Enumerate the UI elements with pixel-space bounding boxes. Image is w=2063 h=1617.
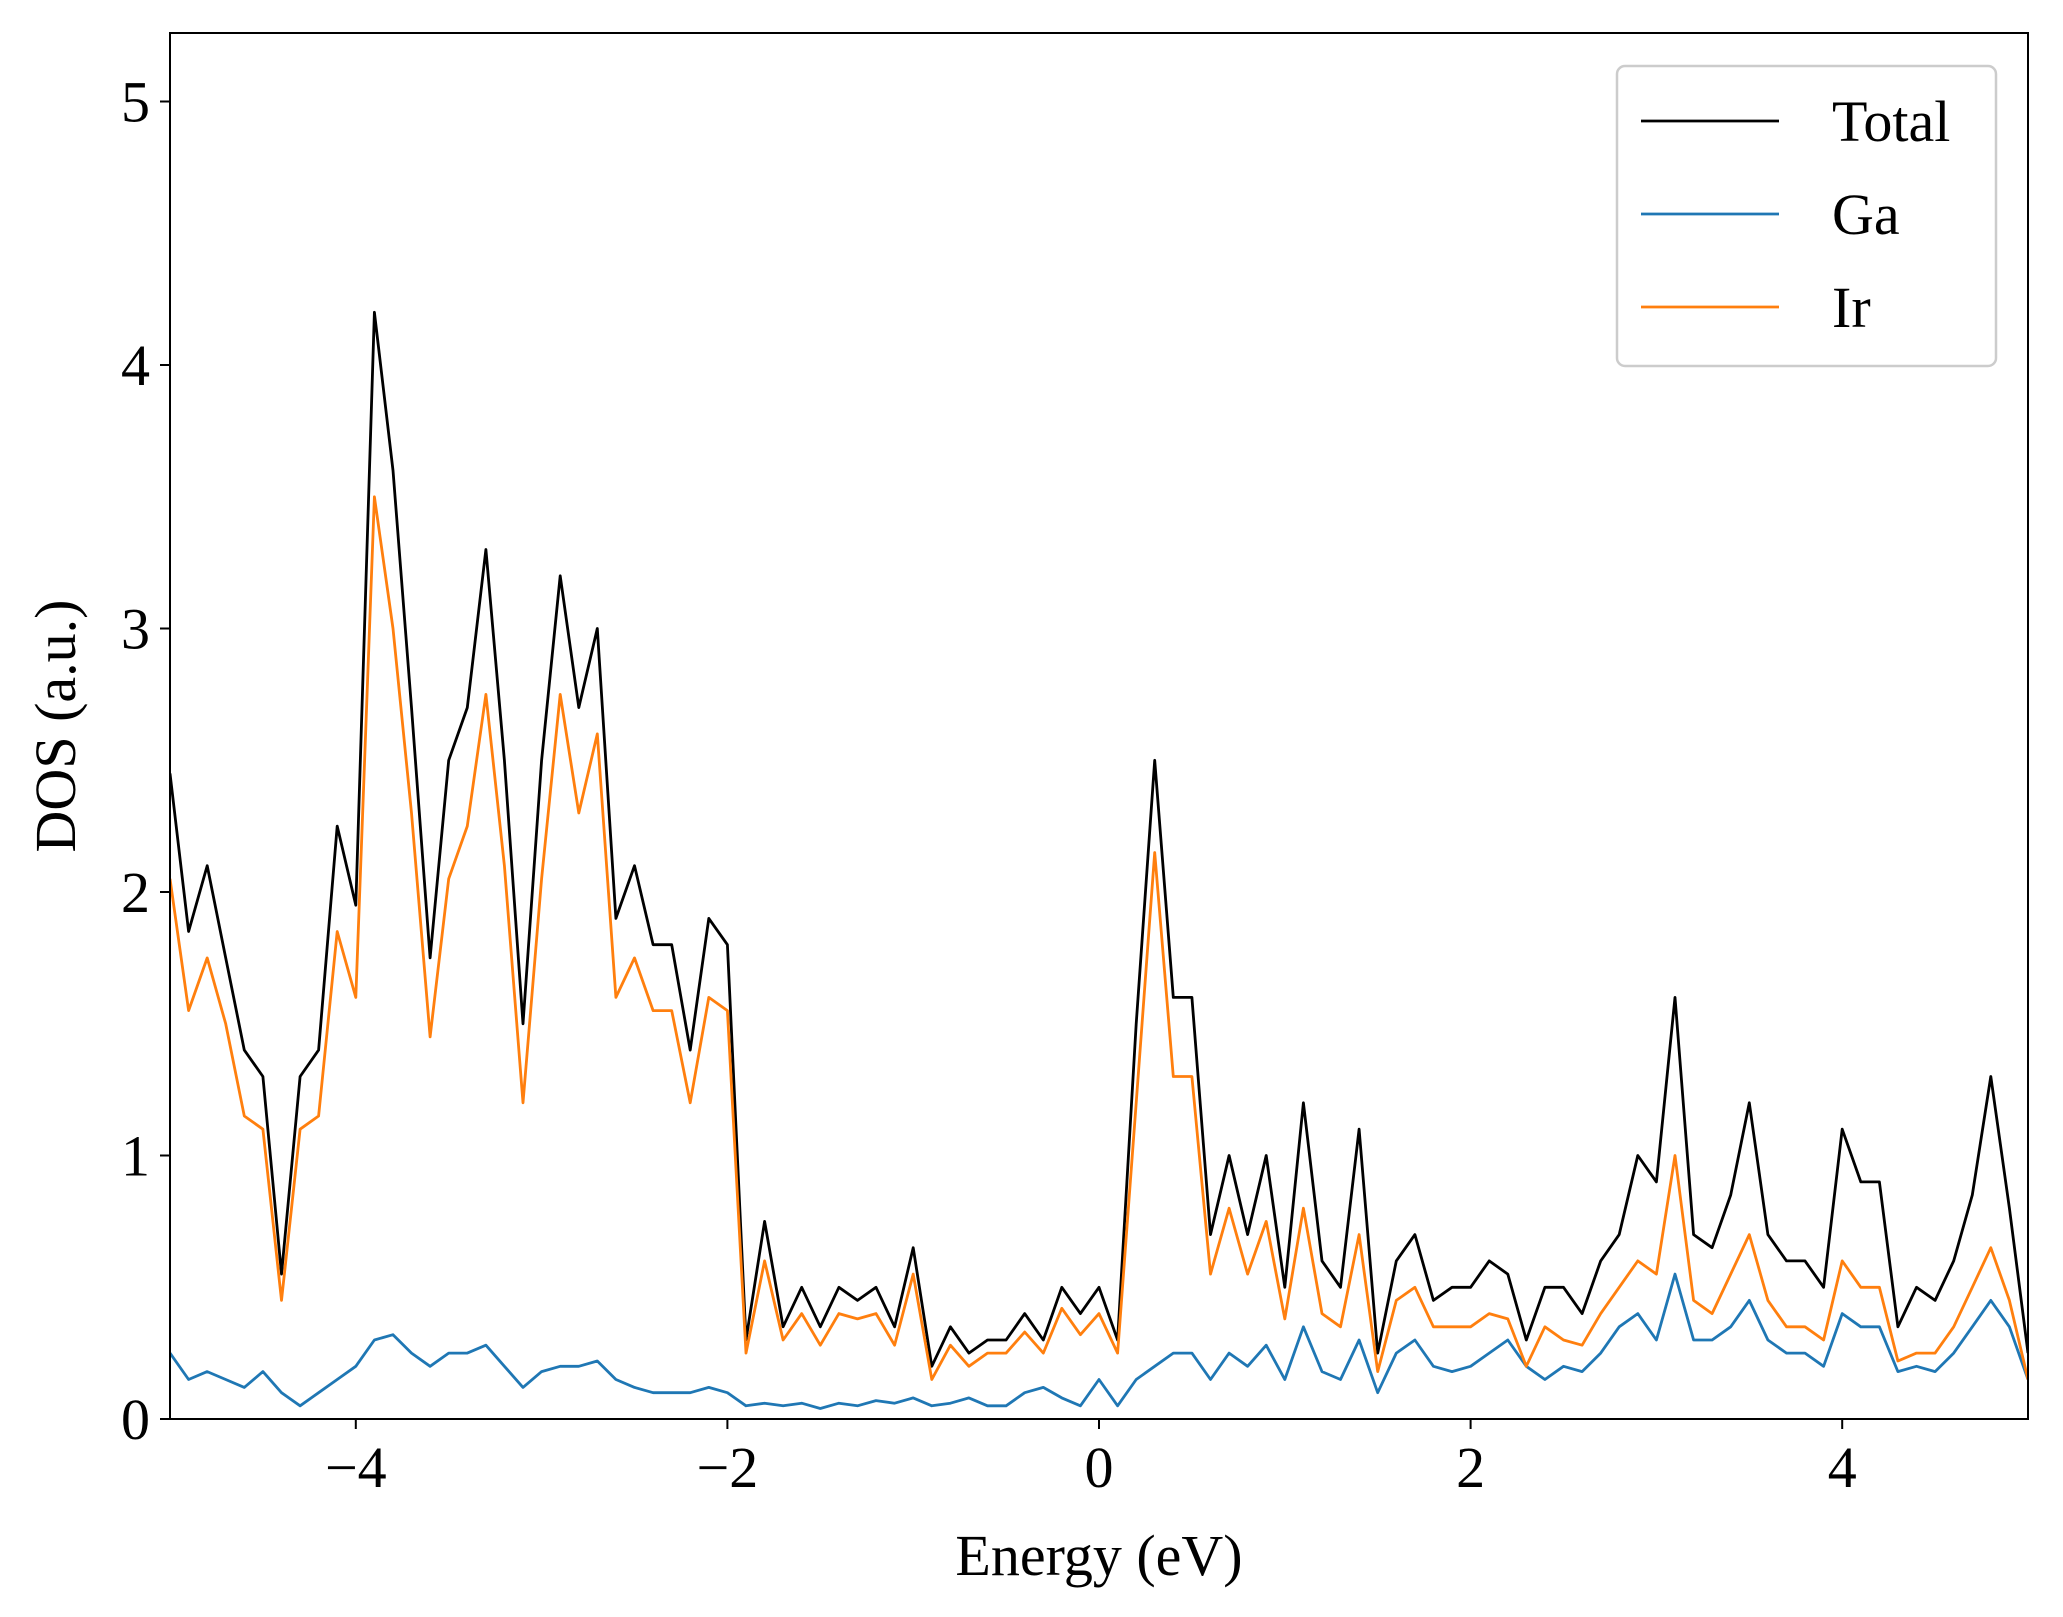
legend-label: Ga	[1832, 182, 1900, 247]
y-axis-label: DOS (a.u.)	[23, 600, 88, 853]
x-tick-label: 0	[1085, 1435, 1114, 1500]
plot-frame	[169, 32, 2029, 1420]
legend-label: Total	[1832, 89, 1950, 154]
x-tick-label: −4	[325, 1435, 387, 1500]
series-line	[170, 310, 2028, 1368]
legend-box	[1615, 64, 1998, 368]
y-tick-label: 1	[121, 1124, 150, 1189]
y-tick-label: 5	[121, 70, 150, 135]
x-tick-label: 2	[1456, 1435, 1485, 1500]
legend-label: Ir	[1832, 275, 1871, 340]
y-tick-label: 2	[121, 860, 150, 925]
y-tick-label: 3	[121, 597, 150, 662]
y-tick-label: 4	[121, 333, 150, 398]
x-tick-label: 4	[1828, 1435, 1857, 1500]
y-tick-label: 0	[121, 1387, 150, 1452]
series-line	[170, 1272, 2028, 1410]
x-axis-label: Energy (eV)	[955, 1523, 1242, 1588]
series-line	[170, 495, 2028, 1381]
x-tick-label: −2	[697, 1435, 759, 1500]
